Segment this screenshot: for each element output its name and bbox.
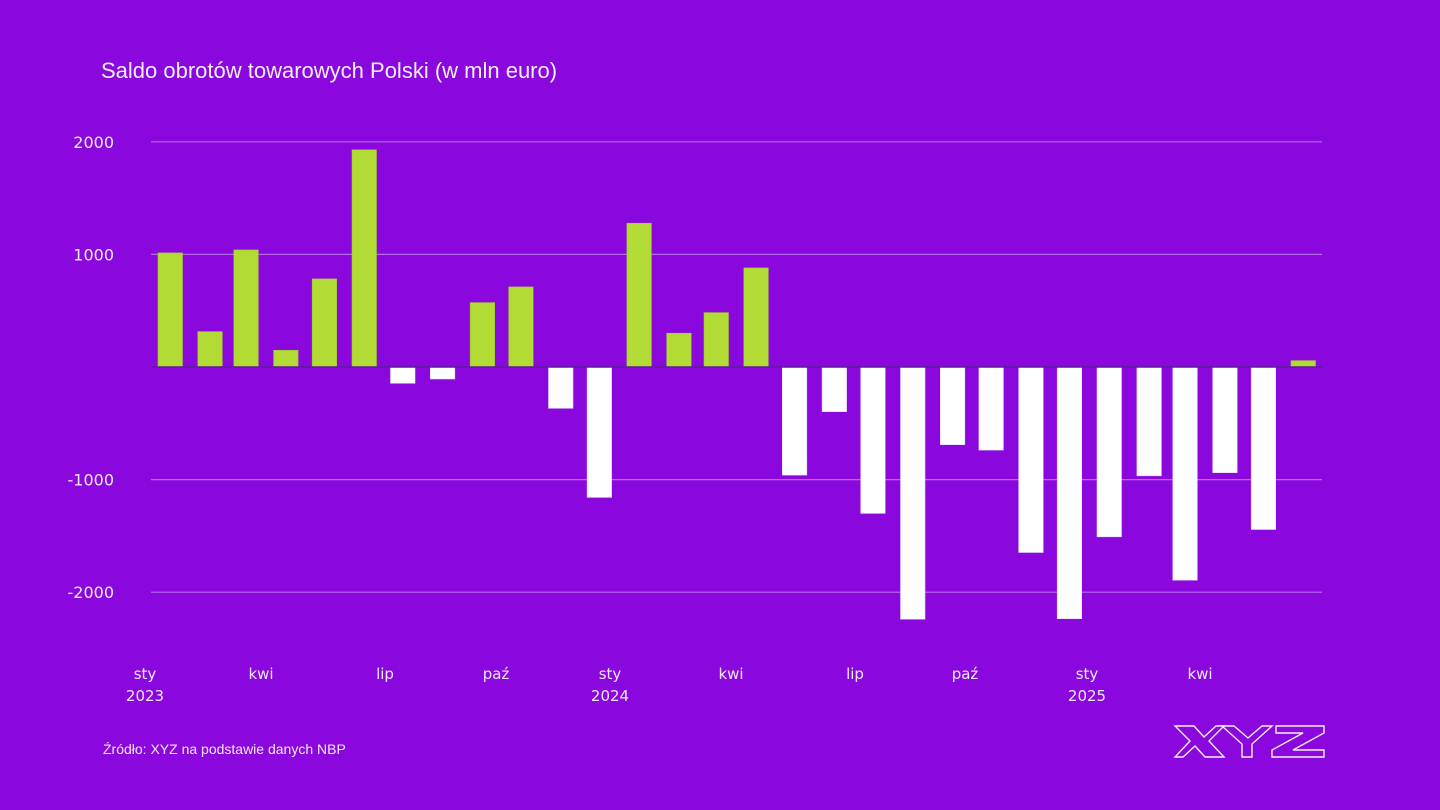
y-tick-label: -2000 [68,583,115,602]
xyz-logo [1172,722,1328,766]
x-tick-year: 2023 [126,687,164,705]
bar-2023-08 [429,366,456,380]
y-tick-label: 2000 [73,133,114,152]
gridlines [151,141,1322,593]
bars [157,149,1316,620]
bar-2025-04 [1212,366,1238,473]
bar-2024-03 [703,312,729,368]
bar-2023-01 [157,252,183,368]
bar-2025-05 [1250,366,1276,530]
x-tick-month: lip [846,665,864,683]
bar-2023-05 [311,278,338,368]
x-tick-month: kwi [1187,665,1212,683]
y-axis-ticks: 2000 1000 -1000 -2000 [68,133,115,602]
bar-2024-10 [978,366,1004,451]
bar-2023-07 [390,366,416,384]
x-tick-month: kwi [248,665,273,683]
chart-title: Saldo obrotów towarowych Polski (w mln e… [101,58,558,83]
bar-2023-04 [273,349,299,368]
x-tick-month: sty [1076,665,1099,683]
bar-2025-02 [1136,366,1162,477]
bar-2025-01 [1096,366,1122,538]
bar-2025-03 [1172,366,1198,581]
bar-2023-09 [469,302,496,368]
bar-2024-07 [860,366,886,514]
x-tick-year: 2024 [591,687,629,705]
source-note: Źródło: XYZ na podstawie danych NBP [103,741,346,757]
bar-2024-01 [626,222,652,368]
bar-2024-02 [666,332,692,368]
logo-icon [1173,725,1325,758]
x-tick-month: paź [952,665,979,683]
bar-2023-10 [508,286,534,368]
y-tick-label: -1000 [68,471,115,490]
bar-2023-03 [233,249,259,368]
bar-2024-05 [781,366,808,476]
x-tick-month: sty [599,665,622,683]
bar-2024-12 [1056,366,1082,619]
x-tick-month: lip [376,665,394,683]
bar-2024-09 [939,366,966,445]
bar-2024-08 [900,366,926,620]
bar-2023-02 [197,331,223,368]
x-tick-month: sty [134,665,157,683]
bar-2023-06 [351,149,377,368]
x-tick-month: paź [483,665,510,683]
y-tick-label: 1000 [73,245,114,264]
x-tick-year: 2025 [1068,687,1106,705]
bar-2025-06 [1290,360,1316,368]
bar-2024-11 [1018,366,1044,553]
bar-2024-06 [821,366,847,413]
bar-2023-11 [548,366,574,409]
bar-2024-04 [743,267,769,368]
x-tick-month: kwi [718,665,743,683]
x-axis-ticks: sty 2023 kwi lip paź sty 2024 kwi lip paź sty 2025 k… [126,665,1213,705]
bar-2023-12 [586,366,612,498]
